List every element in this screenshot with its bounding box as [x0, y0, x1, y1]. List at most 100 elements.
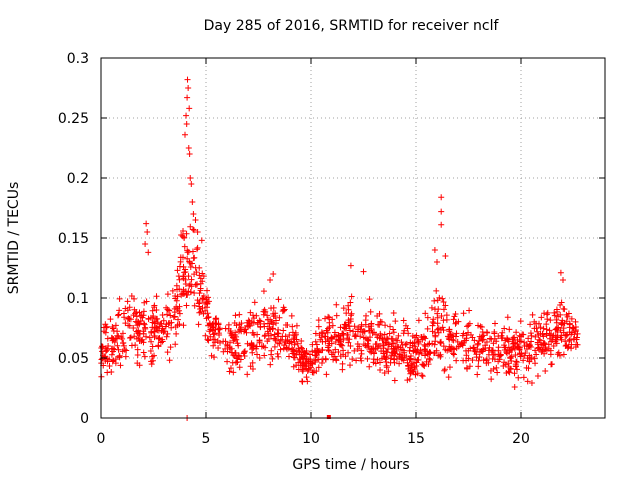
data-point [361, 328, 368, 335]
data-point [541, 350, 548, 357]
data-point [204, 300, 211, 307]
data-point [189, 199, 196, 205]
data-point [311, 347, 318, 354]
data-point [172, 323, 179, 330]
data-point [463, 364, 470, 371]
data-point [383, 339, 390, 346]
data-point [565, 343, 572, 350]
data-point [543, 321, 550, 328]
data-point [251, 299, 258, 306]
data-point [364, 340, 371, 347]
data-point [188, 181, 195, 187]
data-point [178, 291, 185, 298]
data-point [300, 366, 307, 373]
data-point [112, 360, 119, 367]
data-point [102, 348, 109, 355]
data-point [173, 330, 180, 337]
data-point [151, 352, 158, 359]
data-point [240, 350, 247, 357]
data-point [127, 334, 134, 341]
data-point [225, 325, 232, 332]
data-point [180, 286, 187, 293]
data-point [523, 340, 530, 347]
data-point [420, 362, 427, 369]
data-point [556, 352, 563, 359]
data-point [329, 316, 336, 323]
data-point [303, 374, 310, 381]
data-point [572, 318, 579, 325]
data-point [351, 323, 358, 330]
data-point [480, 346, 487, 353]
data-point [120, 342, 127, 349]
data-point [159, 336, 166, 343]
data-point [171, 313, 178, 320]
data-point [130, 312, 137, 319]
data-point [532, 333, 539, 340]
data-point [433, 287, 440, 294]
data-point [315, 317, 322, 324]
data-point [250, 342, 257, 349]
data-point [390, 340, 397, 347]
data-point [346, 322, 353, 329]
data-point [295, 345, 302, 352]
data-point [383, 359, 390, 366]
data-point [569, 329, 576, 336]
data-point [257, 318, 264, 325]
data-point [451, 351, 458, 358]
data-point [560, 277, 566, 283]
data-point [475, 363, 482, 370]
data-point [328, 335, 335, 342]
data-point [230, 334, 237, 341]
data-point [332, 346, 339, 353]
data-point [363, 312, 370, 319]
data-point [441, 367, 448, 374]
data-point [285, 353, 292, 360]
data-point [430, 316, 437, 323]
data-point [211, 354, 218, 361]
data-point [413, 348, 420, 355]
data-point [343, 310, 350, 317]
data-point [440, 317, 447, 324]
data-point [440, 343, 447, 350]
data-point [551, 309, 558, 316]
data-point [532, 347, 539, 354]
data-point [439, 295, 446, 302]
y-axis-label: SRMTID / TECUs [6, 182, 22, 295]
data-point [207, 333, 214, 340]
data-point [527, 321, 534, 328]
data-point [512, 344, 518, 351]
data-point [169, 287, 176, 294]
data-point [350, 328, 357, 335]
y-tick-label: 0.15 [58, 231, 89, 247]
data-point [394, 343, 401, 350]
data-point [513, 329, 520, 336]
data-point [289, 329, 296, 336]
data-point [194, 244, 201, 251]
data-point [488, 336, 495, 343]
data-point [309, 341, 316, 348]
data-point [233, 354, 240, 361]
data-point [568, 341, 575, 348]
data-point [450, 316, 457, 323]
data-point [254, 331, 261, 338]
data-point [401, 327, 408, 334]
data-point [405, 362, 412, 369]
data-point [261, 352, 268, 359]
data-point [525, 365, 532, 372]
data-point [140, 349, 147, 356]
data-point [185, 85, 192, 91]
data-point [203, 299, 210, 306]
data-point [195, 321, 202, 328]
data-point [199, 295, 206, 302]
data-point [483, 360, 490, 367]
data-point [390, 310, 397, 317]
data-point [175, 316, 182, 323]
data-point [381, 331, 388, 338]
data-point [352, 332, 359, 339]
data-point [136, 321, 143, 328]
data-point [560, 351, 567, 358]
data-point [325, 325, 332, 332]
data-point [558, 336, 565, 343]
data-points [98, 76, 581, 421]
